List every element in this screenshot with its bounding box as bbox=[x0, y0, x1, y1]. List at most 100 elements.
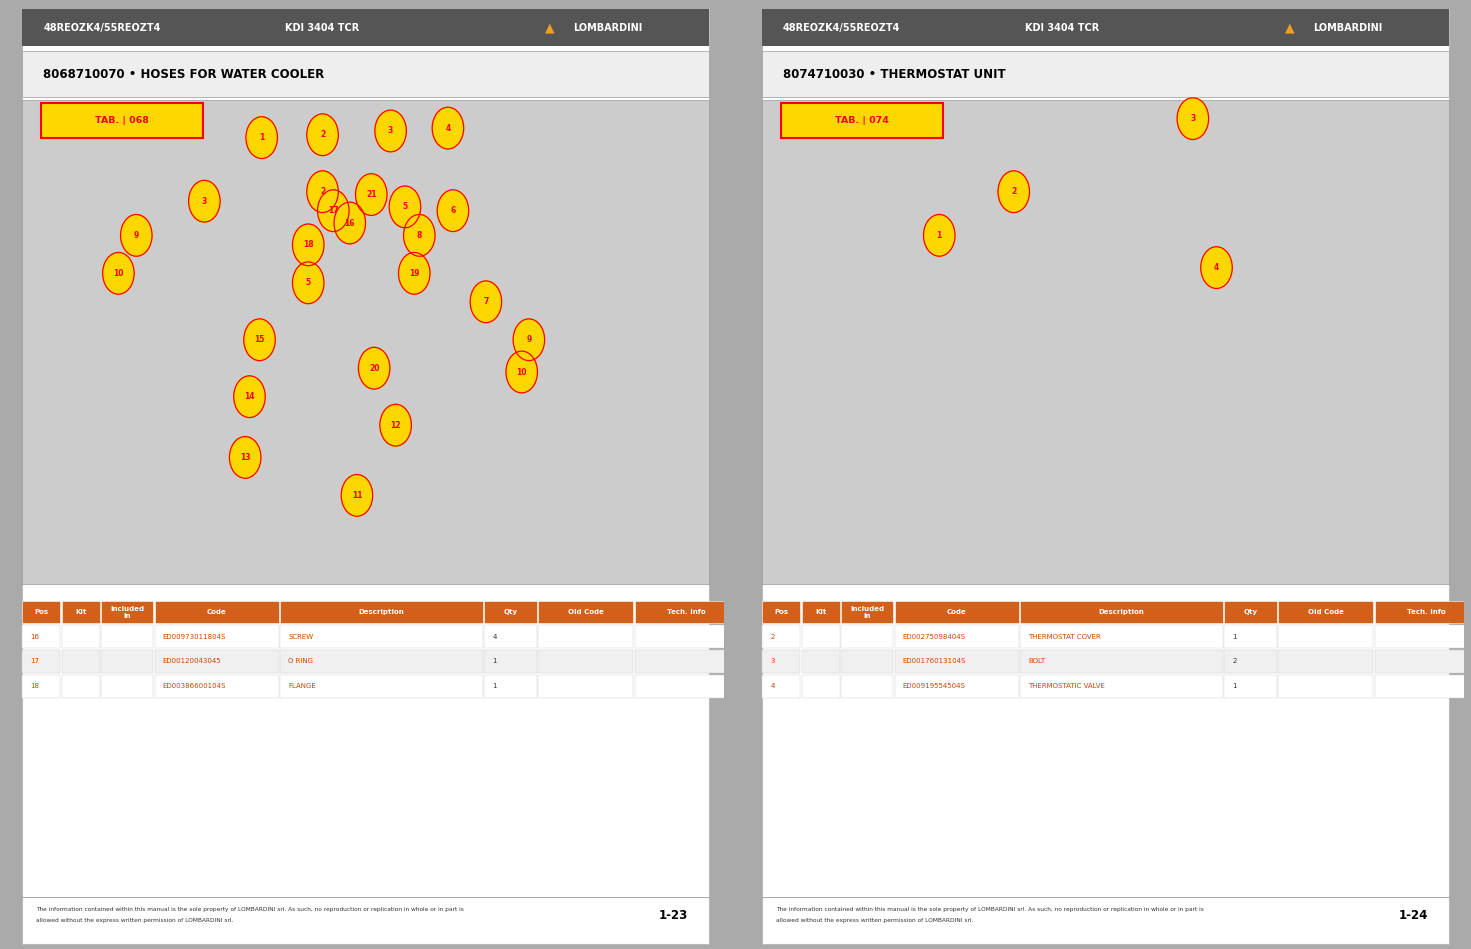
Text: 48REOZK4/55REOZT4: 48REOZK4/55REOZT4 bbox=[43, 23, 160, 32]
Text: The information contained within this manual is the sole property of LOMBARDINI : The information contained within this ma… bbox=[775, 906, 1203, 912]
FancyBboxPatch shape bbox=[281, 625, 482, 648]
Text: 20: 20 bbox=[369, 363, 380, 373]
FancyBboxPatch shape bbox=[762, 625, 800, 648]
Text: 1: 1 bbox=[493, 683, 497, 689]
FancyBboxPatch shape bbox=[1375, 625, 1471, 648]
Text: Old Code: Old Code bbox=[568, 609, 603, 615]
Circle shape bbox=[437, 190, 469, 232]
FancyBboxPatch shape bbox=[1278, 625, 1374, 648]
FancyBboxPatch shape bbox=[538, 601, 634, 623]
Text: 17: 17 bbox=[328, 206, 338, 215]
FancyBboxPatch shape bbox=[62, 625, 100, 648]
Text: ED00120043045: ED00120043045 bbox=[163, 659, 222, 664]
Circle shape bbox=[341, 474, 372, 516]
Text: 5: 5 bbox=[306, 278, 310, 288]
FancyBboxPatch shape bbox=[1021, 675, 1222, 698]
FancyBboxPatch shape bbox=[1021, 625, 1222, 648]
FancyBboxPatch shape bbox=[802, 625, 840, 648]
Text: 4: 4 bbox=[1214, 263, 1219, 272]
FancyBboxPatch shape bbox=[62, 650, 100, 673]
Text: 18: 18 bbox=[31, 683, 40, 689]
FancyBboxPatch shape bbox=[484, 601, 537, 623]
Text: FLANGE: FLANGE bbox=[288, 683, 316, 689]
Text: ED00919554504S: ED00919554504S bbox=[903, 683, 965, 689]
FancyBboxPatch shape bbox=[762, 9, 1449, 46]
Text: 1-24: 1-24 bbox=[1399, 909, 1428, 922]
FancyBboxPatch shape bbox=[1021, 650, 1222, 673]
Circle shape bbox=[103, 252, 134, 294]
Text: Tech. Info: Tech. Info bbox=[666, 609, 706, 615]
FancyBboxPatch shape bbox=[41, 103, 203, 138]
Circle shape bbox=[246, 117, 278, 158]
Circle shape bbox=[1177, 98, 1209, 140]
Text: Code: Code bbox=[947, 609, 966, 615]
Text: 17: 17 bbox=[31, 659, 40, 664]
Text: The information contained within this manual is the sole property of LOMBARDINI : The information contained within this ma… bbox=[35, 906, 463, 912]
FancyBboxPatch shape bbox=[101, 625, 153, 648]
Text: 8068710070 • HOSES FOR WATER COOLER: 8068710070 • HOSES FOR WATER COOLER bbox=[43, 67, 325, 81]
Text: 8074710030 • THERMOSTAT UNIT: 8074710030 • THERMOSTAT UNIT bbox=[783, 67, 1006, 81]
Text: 2: 2 bbox=[771, 634, 775, 640]
Text: ED00176013104S: ED00176013104S bbox=[903, 659, 966, 664]
FancyBboxPatch shape bbox=[781, 103, 943, 138]
Text: Pos: Pos bbox=[34, 609, 49, 615]
Text: TAB. | 068: TAB. | 068 bbox=[96, 116, 149, 125]
Text: KDI 3404 TCR: KDI 3404 TCR bbox=[285, 23, 360, 32]
Text: 13: 13 bbox=[240, 453, 250, 462]
FancyBboxPatch shape bbox=[281, 675, 482, 698]
Circle shape bbox=[307, 114, 338, 156]
FancyBboxPatch shape bbox=[841, 601, 893, 623]
Text: 9: 9 bbox=[134, 231, 138, 240]
Text: 1: 1 bbox=[259, 133, 265, 142]
Text: BOLT: BOLT bbox=[1028, 659, 1046, 664]
Circle shape bbox=[229, 437, 260, 478]
FancyBboxPatch shape bbox=[154, 675, 279, 698]
Circle shape bbox=[399, 252, 430, 294]
Text: LOMBARDINI: LOMBARDINI bbox=[574, 23, 643, 32]
Circle shape bbox=[471, 281, 502, 323]
FancyBboxPatch shape bbox=[894, 625, 1019, 648]
Text: 12: 12 bbox=[390, 420, 402, 430]
Text: 3: 3 bbox=[388, 126, 393, 136]
FancyBboxPatch shape bbox=[484, 650, 537, 673]
Text: 18: 18 bbox=[303, 240, 313, 250]
FancyBboxPatch shape bbox=[894, 601, 1019, 623]
Text: 5: 5 bbox=[403, 202, 407, 212]
Text: 1: 1 bbox=[1233, 683, 1237, 689]
Text: ED00973011804S: ED00973011804S bbox=[163, 634, 227, 640]
Text: Included
in: Included in bbox=[110, 605, 144, 619]
FancyBboxPatch shape bbox=[101, 650, 153, 673]
FancyBboxPatch shape bbox=[841, 675, 893, 698]
Text: KDI 3404 TCR: KDI 3404 TCR bbox=[1025, 23, 1100, 32]
Circle shape bbox=[188, 180, 221, 222]
FancyBboxPatch shape bbox=[281, 601, 482, 623]
Text: allowed without the express written permission of LOMBARDINI srl.: allowed without the express written perm… bbox=[35, 918, 234, 923]
Text: 4: 4 bbox=[493, 634, 497, 640]
FancyBboxPatch shape bbox=[538, 675, 634, 698]
FancyBboxPatch shape bbox=[22, 51, 709, 97]
FancyBboxPatch shape bbox=[635, 625, 737, 648]
Circle shape bbox=[244, 319, 275, 361]
FancyBboxPatch shape bbox=[62, 601, 100, 623]
Text: Qty: Qty bbox=[503, 609, 518, 615]
Text: Description: Description bbox=[359, 609, 405, 615]
Text: ▲: ▲ bbox=[1284, 21, 1294, 34]
Circle shape bbox=[334, 202, 365, 244]
Text: 3: 3 bbox=[771, 659, 775, 664]
Text: TAB. | 074: TAB. | 074 bbox=[836, 116, 888, 125]
FancyBboxPatch shape bbox=[802, 675, 840, 698]
FancyBboxPatch shape bbox=[1224, 675, 1277, 698]
Text: Tech. Info: Tech. Info bbox=[1406, 609, 1446, 615]
FancyBboxPatch shape bbox=[802, 601, 840, 623]
FancyBboxPatch shape bbox=[22, 625, 60, 648]
Text: 7: 7 bbox=[482, 297, 488, 307]
FancyBboxPatch shape bbox=[841, 650, 893, 673]
Circle shape bbox=[318, 190, 349, 232]
Text: 10: 10 bbox=[516, 367, 527, 377]
FancyBboxPatch shape bbox=[1375, 650, 1471, 673]
Circle shape bbox=[1200, 247, 1233, 288]
FancyBboxPatch shape bbox=[22, 650, 60, 673]
FancyBboxPatch shape bbox=[894, 650, 1019, 673]
Text: ▲: ▲ bbox=[544, 21, 555, 34]
Text: 1: 1 bbox=[493, 659, 497, 664]
